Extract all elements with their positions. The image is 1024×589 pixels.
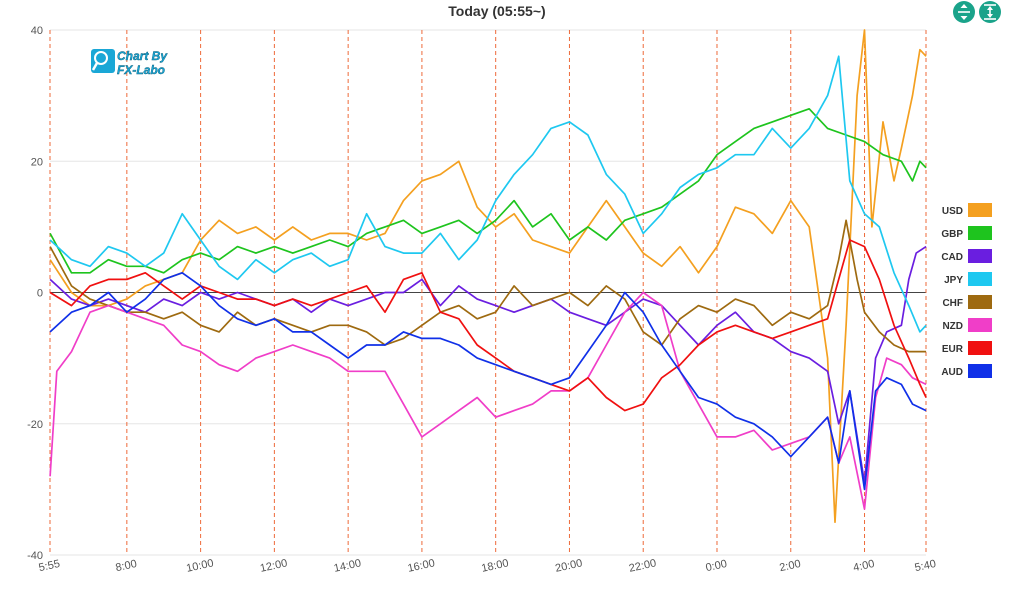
chart-title: Today (05:55~) [448, 3, 545, 19]
series-line-nzd [49, 291, 927, 510]
expand-button[interactable] [979, 1, 1001, 23]
legend-label: JPY [944, 275, 963, 286]
x-tick-label: 2:00 [778, 558, 801, 574]
legend-item-chf[interactable]: CHF [942, 295, 992, 309]
x-tick-label: 14:00 [333, 557, 362, 574]
watermark-line-1: Chart By [117, 49, 168, 63]
y-tick-label: -20 [27, 419, 43, 431]
y-tick-label: 40 [31, 25, 43, 37]
legend-swatch [968, 364, 992, 378]
x-tick-label: 0:00 [705, 558, 728, 574]
axes: 40 20 0 -20 -405:55 8:00 10:00 12:00 14:00 16:00 1… [27, 25, 937, 575]
collapse-button[interactable] [953, 1, 975, 23]
x-tick-label: 10:00 [185, 557, 214, 574]
magnifier-icon [94, 51, 108, 65]
x-tick-label: 12:00 [259, 557, 288, 574]
legend-swatch [968, 318, 992, 332]
series-line-chf [49, 219, 927, 353]
x-tick-label: 16:00 [407, 557, 436, 574]
legend-item-aud[interactable]: AUD [941, 364, 992, 378]
y-tick-label: -40 [27, 550, 43, 562]
series-line-gbp [49, 107, 927, 274]
series-lines [49, 29, 927, 524]
watermark-logo-icon [91, 49, 115, 73]
x-tick-label: 22:00 [628, 557, 657, 574]
grid [49, 29, 927, 556]
legend-item-cad[interactable]: CAD [941, 249, 992, 263]
y-tick-label: 20 [31, 156, 43, 168]
series-line-jpy [49, 55, 927, 333]
legend-item-gbp[interactable]: GBP [941, 226, 992, 240]
legend-item-nzd[interactable]: NZD [942, 318, 992, 332]
series-line-eur [49, 239, 927, 412]
y-tick-label: 0 [37, 288, 43, 300]
x-tick-label: 18:00 [480, 557, 509, 574]
legend-swatch [968, 272, 992, 286]
x-tick-label: 4:00 [852, 558, 875, 574]
legend-label: CHF [942, 298, 963, 309]
legend-label: USD [942, 206, 963, 217]
x-tick-label: 8:00 [114, 558, 137, 574]
x-tick-label: 20:00 [554, 557, 583, 574]
legend-label: EUR [942, 344, 964, 355]
watermark-line-2: FX-Labo [117, 63, 165, 77]
legend: USD GBP CAD JPY CHF NZD EUR AUD [941, 203, 992, 378]
legend-swatch [968, 249, 992, 263]
legend-label: CAD [941, 252, 963, 263]
legend-swatch [968, 226, 992, 240]
legend-label: AUD [941, 367, 963, 378]
series-line-usd [49, 29, 927, 524]
legend-item-jpy[interactable]: JPY [944, 272, 992, 286]
series-line-cad [49, 245, 927, 484]
series-line-aud [49, 271, 927, 491]
legend-swatch [968, 341, 992, 355]
legend-item-usd[interactable]: USD [942, 203, 992, 217]
legend-item-eur[interactable]: EUR [942, 341, 992, 355]
chart-watermark: Chart By FX-Labo [91, 49, 169, 77]
x-tick-label: 5:55 [38, 558, 61, 574]
legend-label: NZD [942, 321, 963, 332]
x-tick-label: 5:40 [914, 558, 937, 574]
legend-label: GBP [941, 229, 963, 240]
legend-swatch [968, 295, 992, 309]
legend-swatch [968, 203, 992, 217]
